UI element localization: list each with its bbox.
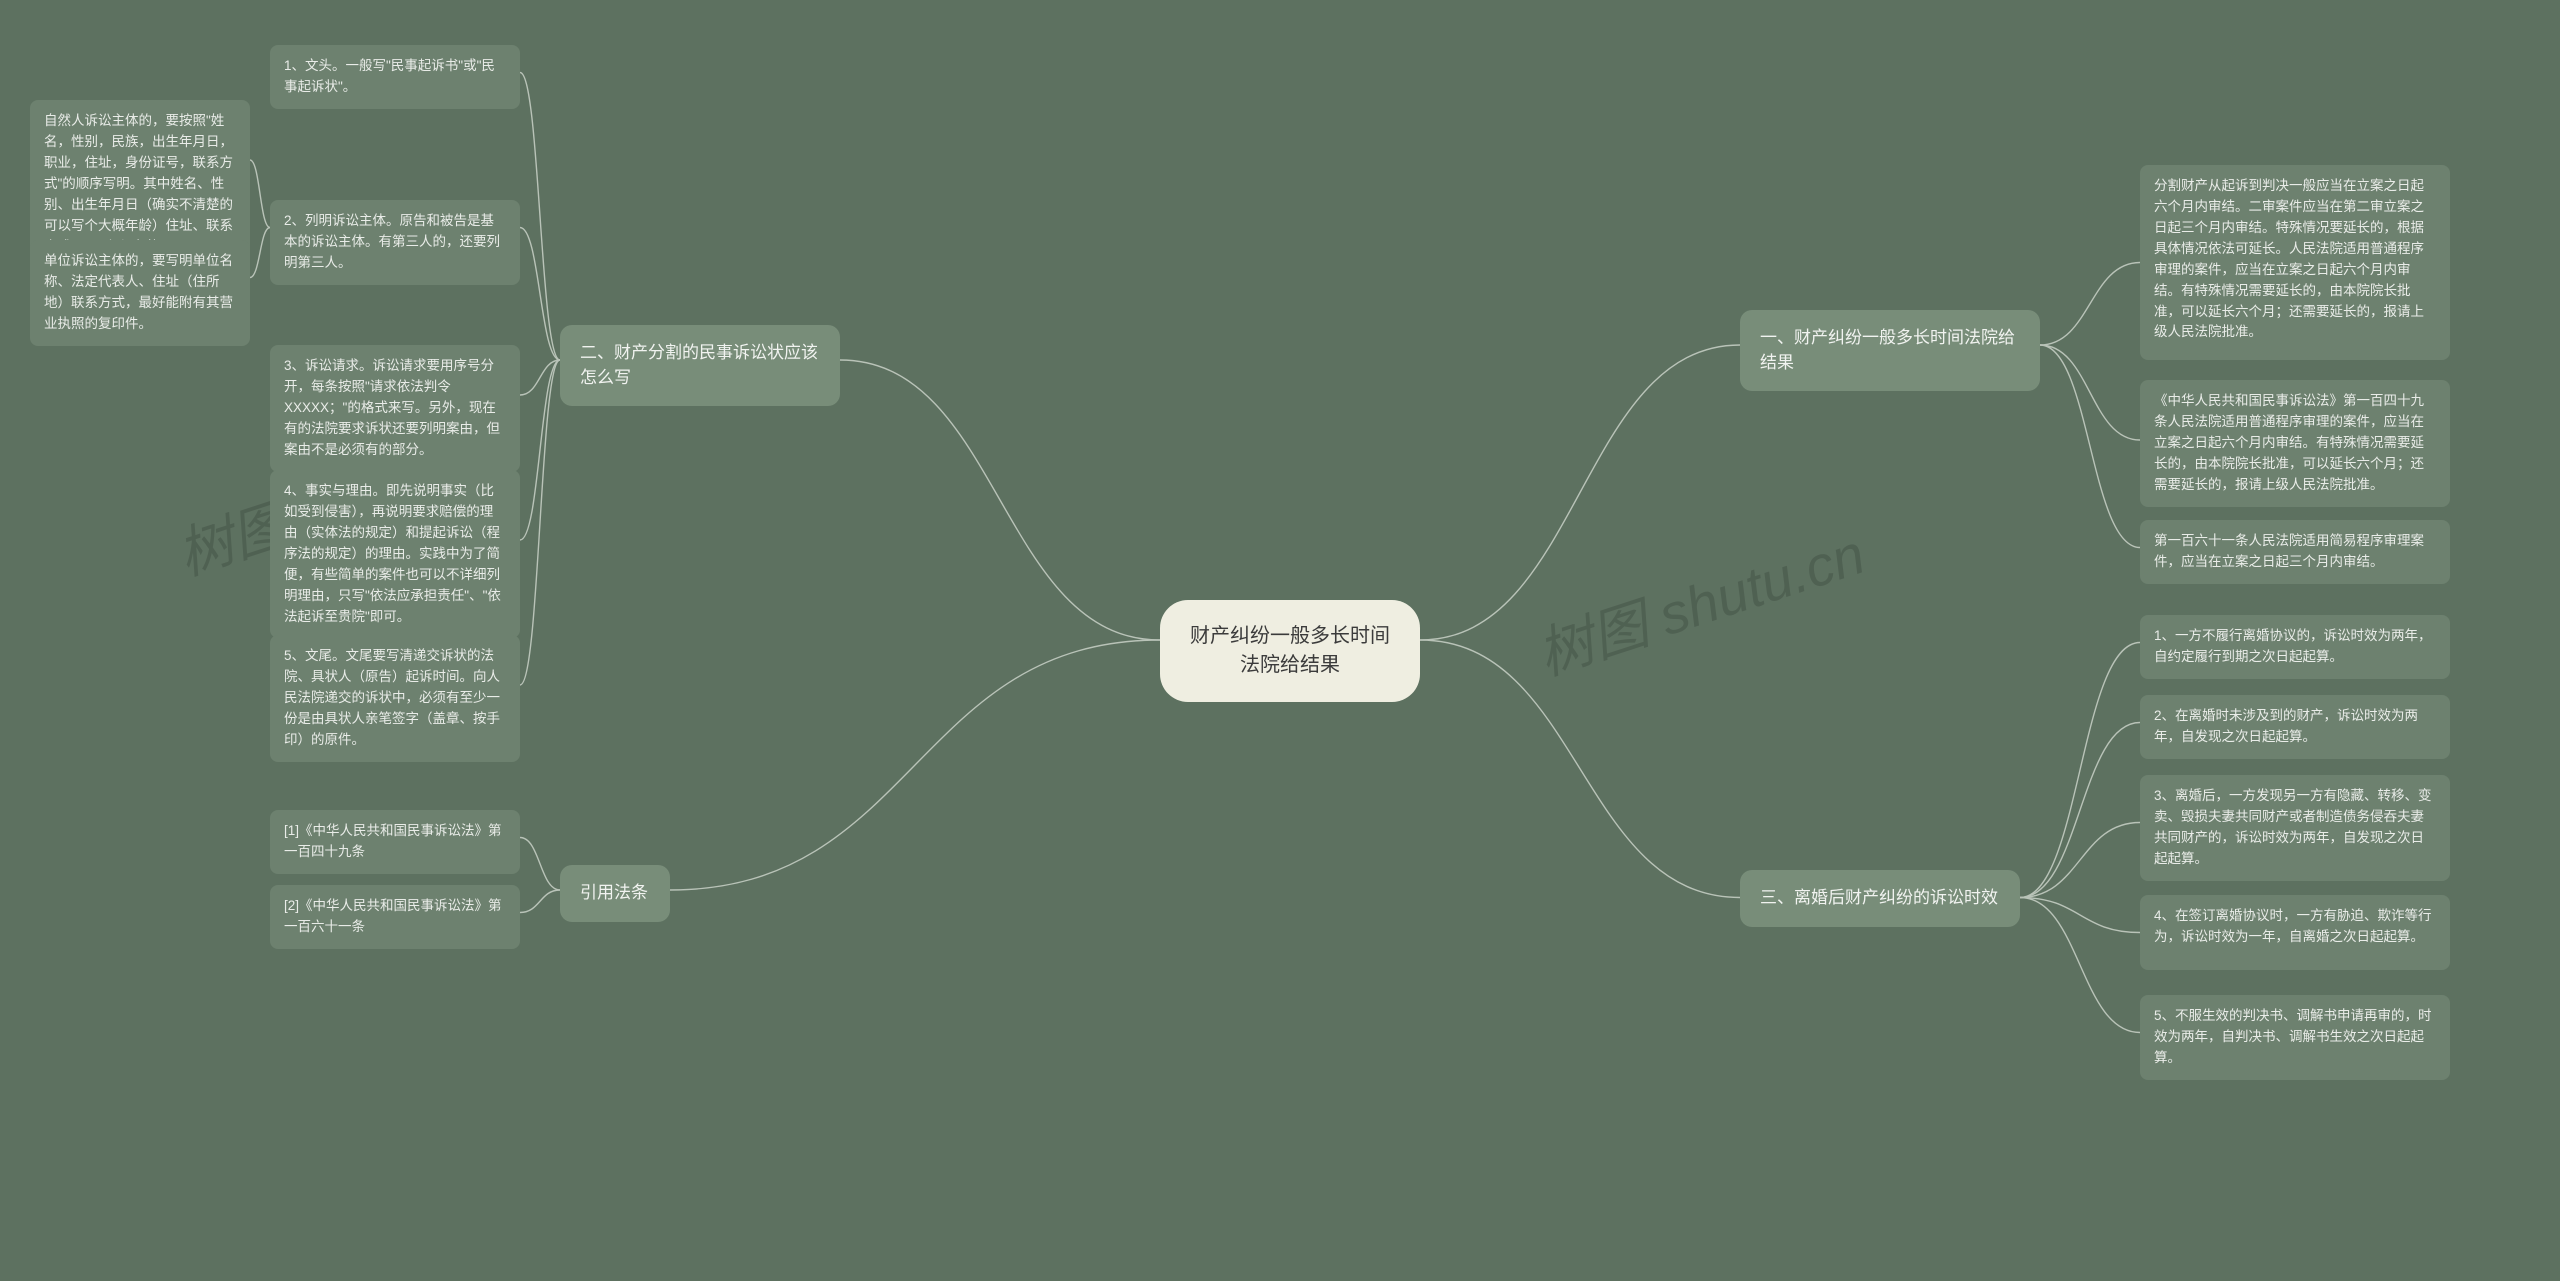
watermark: 树图 shutu.cn bbox=[1526, 510, 1874, 692]
leaf-b3l5: 5、不服生效的判决书、调解书申请再审的，时效为两年，自判决书、调解书生效之次日起… bbox=[2140, 995, 2450, 1080]
leaf-b3l4: 4、在签订离婚协议时，一方有胁迫、欺诈等行为，诉讼时效为一年，自离婚之次日起起算… bbox=[2140, 895, 2450, 970]
leaf-b1l2: 《中华人民共和国民事诉讼法》第一百四十九条人民法院适用普通程序审理的案件，应当在… bbox=[2140, 380, 2450, 507]
leaf-b2l4: 4、事实与理由。即先说明事实（比如受到侵害），再说明要求赔偿的理由（实体法的规定… bbox=[270, 470, 520, 638]
leaf-b2l3: 3、诉讼请求。诉讼请求要用序号分开，每条按照"请求依法判令XXXXX；"的格式来… bbox=[270, 345, 520, 472]
branch-b3: 三、离婚后财产纠纷的诉讼时效 bbox=[1740, 870, 2020, 927]
leaf-b2l1: 1、文头。一般写"民事起诉书"或"民事起诉状"。 bbox=[270, 45, 520, 109]
leaf-b1l3: 第一百六十一条人民法院适用简易程序审理案件，应当在立案之日起三个月内审结。 bbox=[2140, 520, 2450, 584]
leaf-b2l5: 5、文尾。文尾要写清递交诉状的法院、具状人（原告）起诉时间。向人民法院递交的诉状… bbox=[270, 635, 520, 762]
leaf-b2l2s2: 单位诉讼主体的，要写明单位名称、法定代表人、住址（住所地）联系方式，最好能附有其… bbox=[30, 240, 250, 346]
leaf-b4l1: [1]《中华人民共和国民事诉讼法》第一百四十九条 bbox=[270, 810, 520, 874]
branch-b1: 一、财产纠纷一般多长时间法院给结果 bbox=[1740, 310, 2040, 391]
leaf-b3l3: 3、离婚后，一方发现另一方有隐藏、转移、变卖、毁损夫妻共同财产或者制造债务侵吞夫… bbox=[2140, 775, 2450, 881]
leaf-b3l2: 2、在离婚时未涉及到的财产，诉讼时效为两年，自发现之次日起起算。 bbox=[2140, 695, 2450, 759]
leaf-b3l1: 1、一方不履行离婚协议的，诉讼时效为两年，自约定履行到期之次日起起算。 bbox=[2140, 615, 2450, 679]
branch-b4: 引用法条 bbox=[560, 865, 670, 922]
leaf-b1l1: 分割财产从起诉到判决一般应当在立案之日起六个月内审结。二审案件应当在第二审立案之… bbox=[2140, 165, 2450, 360]
root-node: 财产纠纷一般多长时间法院给结果 bbox=[1160, 600, 1420, 702]
branch-b2: 二、财产分割的民事诉讼状应该怎么写 bbox=[560, 325, 840, 406]
leaf-b4l2: [2]《中华人民共和国民事诉讼法》第一百六十一条 bbox=[270, 885, 520, 949]
leaf-b2l2: 2、列明诉讼主体。原告和被告是基本的诉讼主体。有第三人的，还要列明第三人。 bbox=[270, 200, 520, 285]
